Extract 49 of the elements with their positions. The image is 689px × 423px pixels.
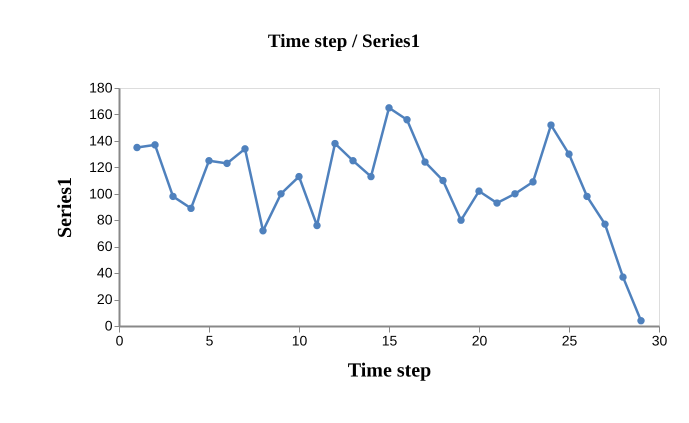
y-tick-label: 60: [96, 238, 113, 254]
point: [313, 222, 321, 230]
point: [259, 227, 267, 234]
chart-title: Time step / Series1: [268, 31, 420, 52]
y-tick-label: 100: [89, 185, 113, 202]
point: [187, 204, 195, 212]
y-tick-label: 140: [89, 132, 113, 148]
point: [565, 150, 573, 158]
point: [457, 216, 465, 224]
point: [421, 158, 429, 166]
point: [241, 145, 249, 153]
y-tick-label: 160: [89, 106, 113, 122]
point: [133, 144, 141, 152]
y-axis-title: Series1: [54, 176, 76, 238]
y-tick-label: 180: [89, 80, 113, 96]
point: [637, 317, 645, 324]
y-tick-label: 0: [104, 318, 113, 334]
point: [583, 192, 591, 200]
point: [223, 160, 231, 168]
y-tick-label: 20: [96, 291, 113, 308]
point: [493, 199, 501, 207]
point: [601, 220, 609, 228]
point: [331, 140, 339, 148]
x-tick-label: 5: [206, 332, 214, 348]
point: [349, 157, 357, 164]
x-axis-title: Time step: [348, 360, 432, 382]
point: [385, 104, 393, 112]
y-tick-label: 80: [96, 212, 113, 228]
point: [169, 192, 177, 200]
y-tick-label: 40: [96, 264, 113, 281]
point: [511, 190, 519, 198]
x-tick-label: 30: [652, 332, 668, 348]
x-tick-label: 25: [562, 332, 578, 348]
point: [547, 121, 555, 129]
point: [151, 141, 159, 149]
point: [205, 157, 213, 164]
x-tick-label: 0: [116, 332, 124, 348]
point: [295, 172, 303, 180]
x-tick-label: 10: [292, 332, 308, 348]
point: [529, 178, 537, 186]
point: [367, 172, 375, 180]
point: [619, 273, 627, 281]
point: [475, 187, 483, 195]
y-tick-label: 120: [89, 158, 113, 175]
point: [277, 190, 285, 198]
point: [439, 176, 447, 184]
x-tick-label: 15: [382, 332, 398, 348]
point: [403, 116, 411, 124]
x-tick-label: 20: [472, 332, 488, 348]
